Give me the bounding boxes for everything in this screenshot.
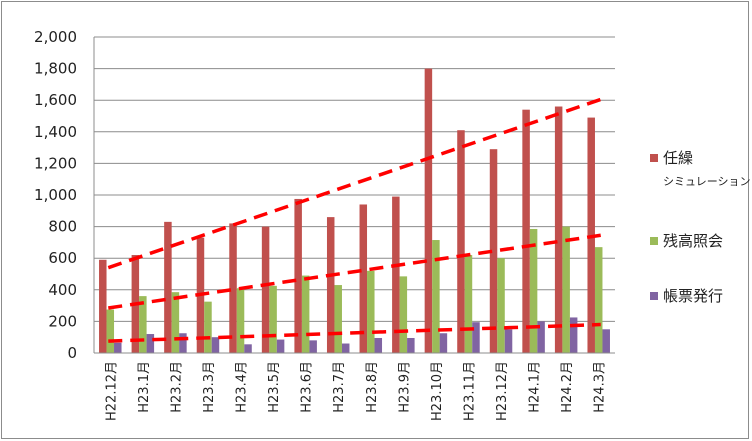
bar-残高照会 [432,240,440,353]
bar-任繰 [424,68,433,353]
bar-帳票発行 [602,329,610,353]
bar-帳票発行 [374,337,383,353]
bar-残高照会 [236,288,245,353]
bar-残高照会 [497,258,505,353]
x-tick-label: H23.11月 [462,361,477,421]
y-tick-label: 1,000 [34,186,77,204]
bar-任繰 [392,196,400,353]
bar-任繰 [229,223,237,353]
bar-任繰 [261,226,270,353]
bar-帳票発行 [276,339,285,353]
bar-帳票発行 [244,344,252,353]
y-tick-label: 800 [48,218,77,236]
legend-swatch [650,292,658,300]
bar-残高照会 [301,275,310,353]
x-tick-label: H24.1月 [528,361,543,413]
x-tick-label: H23.9月 [397,361,412,413]
trendline-帳票発行 [108,322,601,343]
bar-残高照会 [529,228,538,353]
y-tick-label: 1,800 [34,60,77,78]
bar-任繰 [554,106,563,354]
x-tick-label: H23.3月 [202,361,217,413]
bar-残高照会 [594,247,603,353]
x-tick-label: H23.8月 [365,361,380,413]
x-tick-label: H23.7月 [332,361,347,413]
bar-任繰 [326,217,335,353]
bar-任繰 [522,109,530,354]
x-tick-label: H23.2月 [169,361,184,413]
bar-帳票発行 [439,333,448,353]
bar-帳票発行 [407,337,415,353]
y-tick-label: 200 [48,312,77,330]
x-tick-label: H24.2月 [560,361,575,413]
y-tick-label: 1,200 [34,154,77,172]
y-tick-label: 1,400 [34,123,77,141]
y-tick-label: 1,600 [34,91,77,109]
bar-帳票発行 [504,329,513,353]
bar-残高照会 [106,309,115,353]
bar-任繰 [164,221,172,353]
x-tick-label: H24.3月 [593,361,608,413]
bar-任繰 [457,130,465,353]
legend-label: 任繰 [663,149,693,167]
bar-任繰 [489,149,498,353]
y-tick-label: 600 [48,249,77,267]
x-tick-label: H23.10月 [430,361,445,421]
legend-sublabel: シミュレーション [663,175,751,188]
y-tick-label: 400 [48,281,77,299]
bar-残高照会 [562,226,570,353]
trendline-残高照会 [108,233,601,310]
bar-残高照会 [464,255,473,353]
bar-帳票発行 [179,333,187,353]
bar-帳票発行 [211,337,220,353]
bar-残高照会 [171,292,180,353]
legend-label: 帳票発行 [663,287,723,305]
bar-帳票発行 [341,343,350,353]
bar-帳票発行 [146,334,155,353]
bar-任繰 [294,198,302,353]
x-tick-label: H22.12月 [104,361,119,421]
bar-帳票発行 [569,317,578,353]
bar-残高照会 [399,276,408,353]
y-tick-label: 0 [67,344,77,362]
bar-残高照会 [139,296,147,353]
legend-label: 残高照会 [663,232,723,250]
y-tick-label: 2,000 [34,28,77,46]
bar-残高照会 [367,270,375,353]
bar-任繰 [99,259,107,353]
x-tick-label: H23.6月 [300,361,315,413]
legend-swatch [650,237,658,245]
legend-swatch [650,154,658,162]
bar-任繰 [359,204,368,353]
bar-残高照会 [334,285,342,353]
x-tick-label: H23.12月 [495,361,510,421]
x-tick-label: H23.5月 [267,361,282,413]
bar-帳票発行 [472,322,480,353]
x-tick-label: H23.4月 [235,361,250,413]
x-tick-label: H23.1月 [137,361,152,413]
bar-残高照会 [269,285,277,353]
bar-残高照会 [204,301,212,353]
bar-帳票発行 [309,340,317,353]
bar-帳票発行 [537,321,545,353]
bar-帳票発行 [114,342,122,353]
